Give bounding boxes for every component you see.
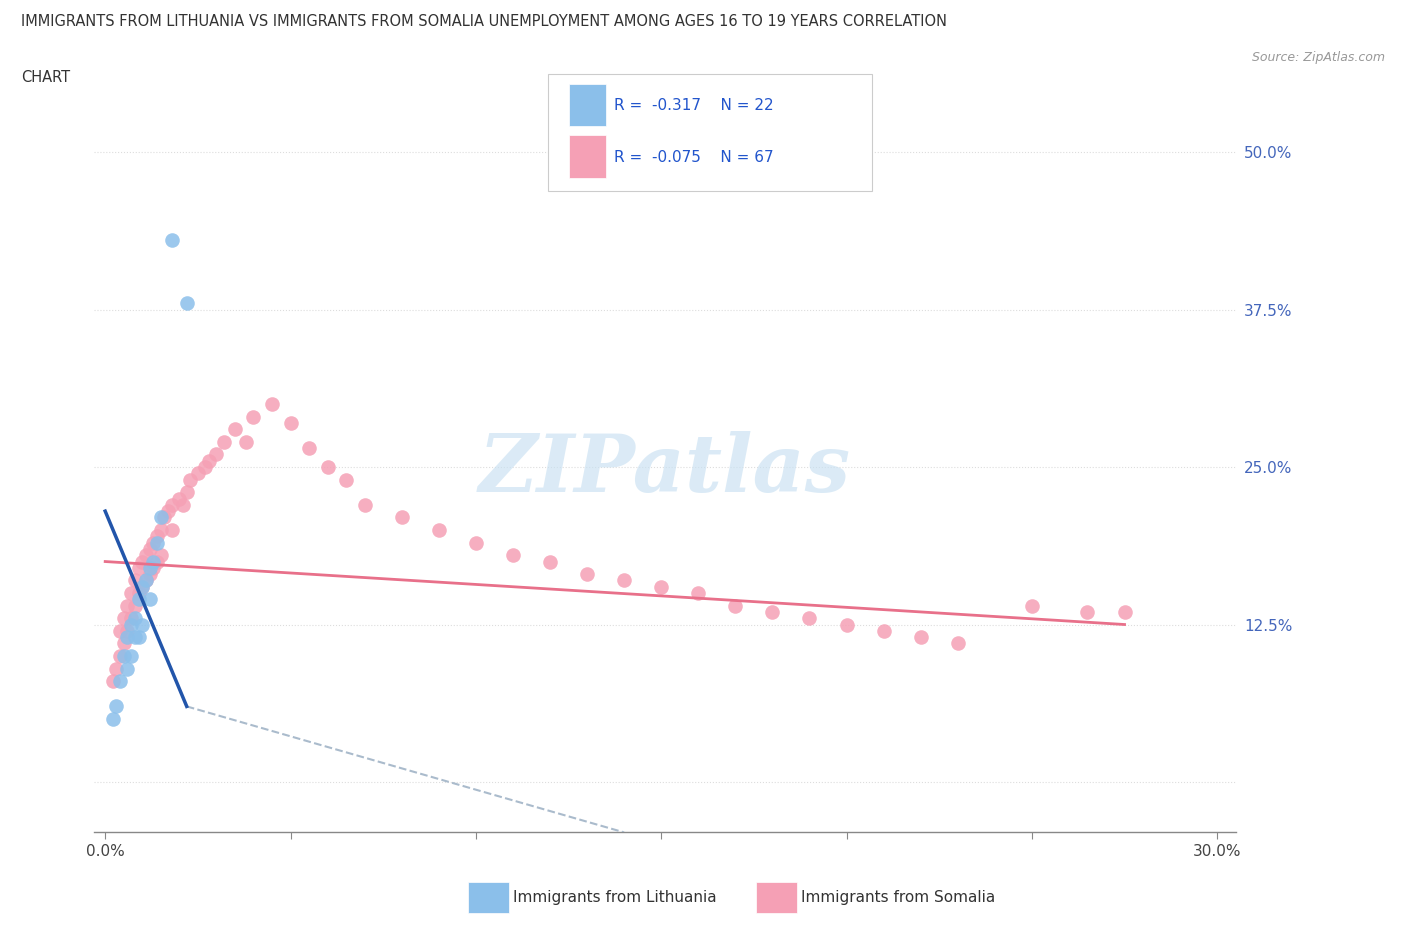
Point xyxy=(799,611,821,626)
Point xyxy=(142,535,165,550)
Point xyxy=(160,232,183,247)
Point xyxy=(131,618,153,632)
Point xyxy=(688,586,710,601)
Point xyxy=(316,459,339,474)
Point xyxy=(946,636,969,651)
Text: ZIPatlas: ZIPatlas xyxy=(479,432,851,509)
Point xyxy=(179,472,201,487)
Text: Immigrants from Somalia: Immigrants from Somalia xyxy=(801,890,995,905)
Point xyxy=(128,591,150,606)
Point xyxy=(280,416,302,431)
Point xyxy=(101,711,124,726)
Point xyxy=(224,422,246,437)
Point xyxy=(149,523,172,538)
Point xyxy=(1021,598,1043,613)
Point xyxy=(242,409,264,424)
Point xyxy=(172,498,194,512)
Point xyxy=(120,618,142,632)
Text: R =  -0.317    N = 22: R = -0.317 N = 22 xyxy=(614,99,775,113)
Point xyxy=(391,510,413,525)
Point xyxy=(872,623,894,638)
Point xyxy=(146,554,169,569)
Point xyxy=(120,648,142,663)
Point xyxy=(176,296,198,311)
Point xyxy=(335,472,357,487)
Point xyxy=(128,630,150,644)
Point xyxy=(108,648,131,663)
Point xyxy=(142,554,165,569)
Point xyxy=(146,535,169,550)
Point xyxy=(910,630,932,644)
Point xyxy=(131,579,153,594)
Text: Source: ZipAtlas.com: Source: ZipAtlas.com xyxy=(1251,51,1385,64)
Text: CHART: CHART xyxy=(21,70,70,85)
Point xyxy=(108,673,131,688)
Point xyxy=(124,611,146,626)
Point xyxy=(260,396,283,411)
Point xyxy=(105,699,128,714)
Point xyxy=(149,548,172,563)
Point xyxy=(724,598,747,613)
Point xyxy=(142,561,165,576)
Text: Immigrants from Lithuania: Immigrants from Lithuania xyxy=(513,890,717,905)
Point xyxy=(427,523,450,538)
Point xyxy=(650,579,672,594)
Text: R =  -0.075    N = 67: R = -0.075 N = 67 xyxy=(614,150,775,165)
Point xyxy=(538,554,561,569)
Point xyxy=(135,573,157,588)
Point xyxy=(1114,604,1136,619)
Point xyxy=(502,548,524,563)
Point xyxy=(138,541,160,556)
Point xyxy=(194,459,217,474)
Point xyxy=(169,491,191,506)
Point xyxy=(124,573,146,588)
Point xyxy=(205,447,228,462)
Point xyxy=(187,466,209,481)
Point xyxy=(135,548,157,563)
Point xyxy=(120,611,142,626)
Point xyxy=(135,573,157,588)
Point xyxy=(105,661,128,676)
Point xyxy=(576,566,599,581)
Point xyxy=(120,586,142,601)
Point xyxy=(298,441,321,456)
Point xyxy=(146,529,169,544)
Point xyxy=(157,504,180,519)
Point xyxy=(235,434,257,449)
Point xyxy=(108,623,131,638)
Point xyxy=(149,510,172,525)
Point xyxy=(464,535,486,550)
Point xyxy=(353,498,375,512)
Point xyxy=(153,510,176,525)
Point xyxy=(112,636,135,651)
Point xyxy=(117,598,139,613)
Text: IMMIGRANTS FROM LITHUANIA VS IMMIGRANTS FROM SOMALIA UNEMPLOYMENT AMONG AGES 16 : IMMIGRANTS FROM LITHUANIA VS IMMIGRANTS … xyxy=(21,14,948,29)
Point xyxy=(131,554,153,569)
Point xyxy=(124,598,146,613)
Point xyxy=(128,561,150,576)
Point xyxy=(176,485,198,499)
Point xyxy=(138,566,160,581)
Point xyxy=(117,630,139,644)
Point xyxy=(117,661,139,676)
Point xyxy=(112,648,135,663)
Point xyxy=(835,618,858,632)
Point xyxy=(212,434,235,449)
Point xyxy=(131,579,153,594)
Point xyxy=(160,523,183,538)
Point xyxy=(761,604,783,619)
Point xyxy=(128,586,150,601)
Point xyxy=(160,498,183,512)
Point xyxy=(112,611,135,626)
Point xyxy=(613,573,636,588)
Point xyxy=(117,623,139,638)
Point xyxy=(1076,604,1098,619)
Point xyxy=(101,673,124,688)
Point xyxy=(124,630,146,644)
Point xyxy=(138,561,160,576)
Point xyxy=(198,453,221,468)
Point xyxy=(138,591,160,606)
